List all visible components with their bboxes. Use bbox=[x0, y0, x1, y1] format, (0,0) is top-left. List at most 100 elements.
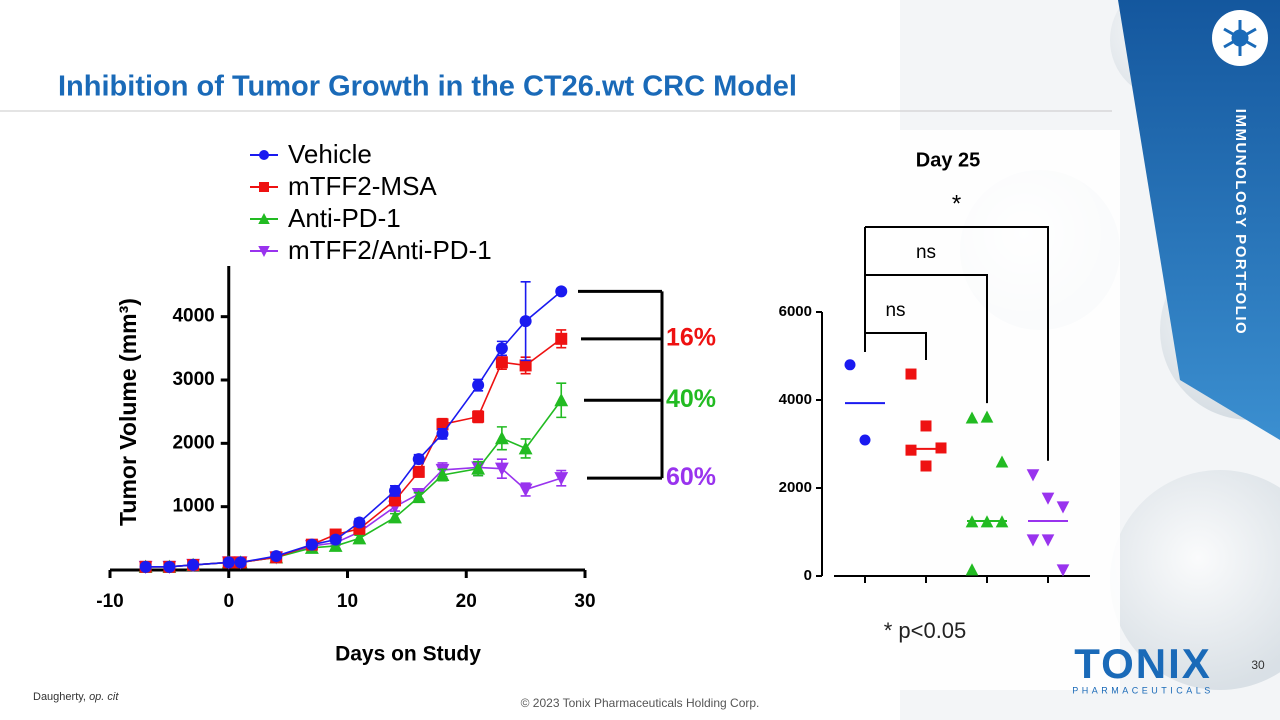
slide-title: Inhibition of Tumor Growth in the CT26.w… bbox=[58, 71, 797, 103]
marker bbox=[920, 420, 932, 432]
marker bbox=[519, 359, 532, 372]
marker bbox=[471, 461, 486, 475]
sig-label: * bbox=[952, 190, 961, 217]
x-tick-label: 20 bbox=[456, 591, 477, 612]
marker bbox=[412, 453, 425, 466]
marker bbox=[519, 315, 532, 328]
marker bbox=[554, 393, 569, 407]
chart-title: Day 25 bbox=[916, 149, 981, 171]
marker bbox=[412, 465, 425, 478]
marker bbox=[163, 560, 176, 573]
x-axis-label: Days on Study bbox=[335, 643, 481, 666]
y-axis-label: Tumor Volume (mm³) bbox=[115, 298, 141, 526]
legend-label: mTFF2-MSA bbox=[288, 171, 437, 201]
marker bbox=[472, 410, 485, 423]
marker bbox=[965, 411, 979, 424]
reduction-label: 40% bbox=[666, 385, 716, 413]
marker bbox=[329, 533, 342, 546]
marker bbox=[920, 460, 932, 472]
series-line bbox=[145, 290, 562, 568]
marker bbox=[859, 434, 871, 446]
sig-bracket bbox=[865, 226, 1049, 461]
marker bbox=[1041, 492, 1055, 505]
y-tick-label: 2000 bbox=[779, 479, 812, 496]
marker bbox=[995, 455, 1009, 468]
x-tick-label: -10 bbox=[96, 591, 123, 612]
legend-marker bbox=[258, 246, 270, 257]
significance-note: * p<0.05 bbox=[884, 618, 967, 643]
marker bbox=[222, 556, 235, 569]
x-tick-label: 10 bbox=[337, 591, 358, 612]
sig-label: ns bbox=[885, 300, 905, 321]
chart-backdrop bbox=[740, 130, 1120, 690]
marker bbox=[234, 556, 247, 569]
legend-label: Vehicle bbox=[288, 139, 372, 169]
legend-label: Anti-PD-1 bbox=[288, 203, 401, 233]
y-tick-label: 4000 bbox=[779, 391, 812, 408]
sig-bracket bbox=[865, 332, 927, 361]
marker bbox=[270, 550, 283, 563]
y-tick-label: 4000 bbox=[172, 306, 214, 327]
marker bbox=[495, 356, 508, 369]
marker bbox=[187, 558, 200, 571]
logo-icon bbox=[1223, 20, 1257, 56]
footnote-author: Daugherty, bbox=[33, 691, 86, 703]
marker bbox=[1026, 534, 1040, 547]
marker bbox=[965, 515, 979, 528]
marker bbox=[980, 410, 994, 423]
side-band bbox=[1118, 0, 1280, 440]
marker bbox=[388, 510, 402, 524]
series-line bbox=[145, 399, 562, 568]
marker bbox=[411, 489, 426, 504]
side-label: IMMUNOLOGY PORTFOLIO bbox=[1232, 109, 1249, 335]
marker bbox=[389, 494, 401, 507]
copyright: © 2023 Tonix Pharmaceuticals Holding Cor… bbox=[521, 696, 760, 710]
footnote: Daugherty, op. cit bbox=[33, 691, 119, 703]
y-tick-label: 2000 bbox=[172, 432, 214, 453]
marker bbox=[472, 379, 485, 392]
reduction-label: 60% bbox=[666, 463, 716, 491]
legend-marker bbox=[259, 150, 269, 160]
marker bbox=[905, 444, 917, 456]
y-tick-label: 0 bbox=[804, 567, 812, 584]
marker bbox=[1041, 534, 1055, 547]
marker bbox=[995, 515, 1009, 528]
marker bbox=[352, 531, 367, 545]
marker bbox=[555, 285, 568, 298]
marker bbox=[905, 368, 917, 380]
y-tick-label: 6000 bbox=[779, 303, 812, 320]
marker bbox=[435, 467, 450, 481]
marker bbox=[844, 359, 856, 371]
marker bbox=[494, 431, 509, 445]
marker bbox=[518, 441, 533, 455]
legend-marker bbox=[259, 182, 269, 192]
marker bbox=[139, 560, 152, 573]
marker bbox=[436, 418, 449, 431]
marker bbox=[305, 538, 318, 551]
x-tick-label: 0 bbox=[223, 591, 234, 612]
y-tick-label: 1000 bbox=[172, 496, 214, 517]
sig-label: ns bbox=[916, 242, 936, 263]
marker bbox=[495, 342, 508, 355]
reduction-label: 16% bbox=[666, 323, 716, 351]
marker bbox=[389, 484, 401, 497]
marker bbox=[554, 472, 569, 486]
marker bbox=[555, 332, 568, 345]
marker bbox=[494, 462, 509, 476]
marker bbox=[518, 483, 533, 497]
marker bbox=[1026, 469, 1040, 482]
marker bbox=[980, 515, 994, 528]
x-tick-label: 30 bbox=[574, 591, 595, 612]
page-number: 30 bbox=[1251, 658, 1265, 672]
marker bbox=[1056, 564, 1070, 577]
y-tick-label: 3000 bbox=[172, 369, 214, 390]
plots: -10 0 10 20 30 1000 2000 3000 4000 VehiclemTFF2-M… bbox=[96, 139, 1090, 612]
marker bbox=[1056, 501, 1070, 514]
sig-bracket bbox=[865, 274, 988, 404]
legend-marker bbox=[258, 213, 270, 224]
marker bbox=[353, 516, 366, 529]
molecule bbox=[1110, 470, 1280, 690]
marker bbox=[436, 427, 449, 440]
